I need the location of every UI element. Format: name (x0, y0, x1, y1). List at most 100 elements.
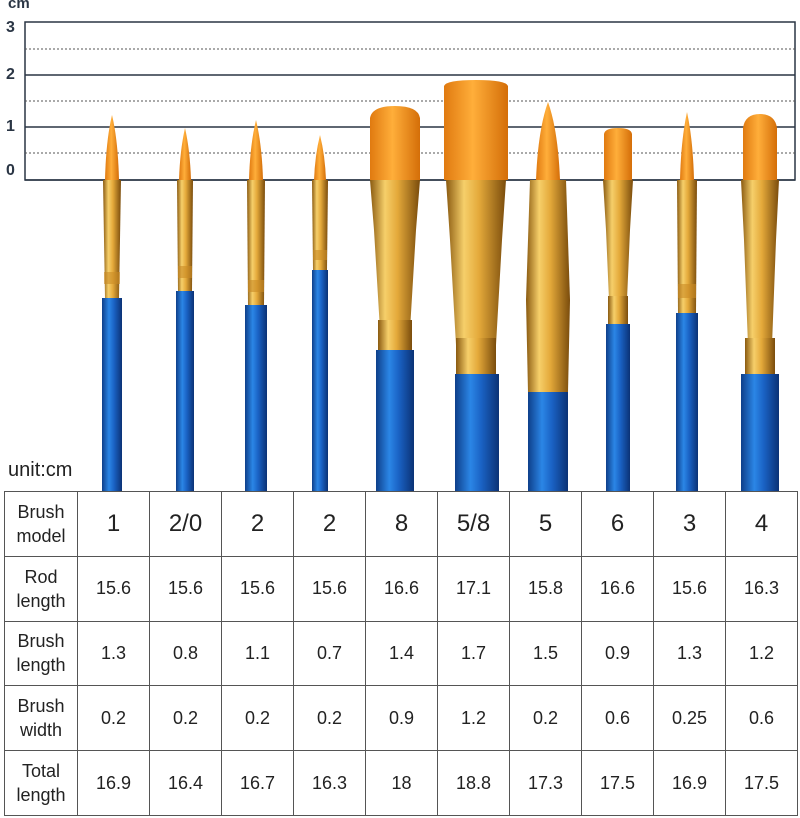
table-cell: 0.9 (365, 685, 438, 752)
table-cell: 0.7 (293, 620, 366, 687)
total-length-row: Total length 16.9 16.4 16.7 16.3 18 18.8 17.3 17… (4, 750, 798, 816)
table-cell: 2/0 (149, 491, 222, 557)
brush-2b-ferrule (312, 180, 328, 270)
table-cell: 16.9 (653, 750, 726, 816)
table-cell: 5 (509, 491, 582, 557)
rod-length-row: Rod length 15.6 15.6 15.6 15.6 16.6 17.1 15.8 16… (4, 555, 798, 622)
ruler-tick-label-1: 1 (6, 118, 15, 135)
table-cell: 0.25 (653, 685, 726, 752)
table-cell: 1.3 (653, 620, 726, 687)
brush-model-2a (245, 120, 267, 492)
unit-note: unit:cm (8, 459, 73, 481)
brush-3-bristle (680, 112, 694, 180)
table-cell: 0.9 (581, 620, 654, 687)
brush-2b-handle (312, 270, 328, 492)
table-cell: 1.7 (437, 620, 510, 687)
brush-4-handle (741, 374, 779, 492)
brush-1-handle (102, 298, 122, 492)
brush-2-0-handle (176, 291, 194, 492)
table-cell: 0.2 (149, 685, 222, 752)
table-cell: 0.8 (149, 620, 222, 687)
table-cell: 16.3 (725, 555, 798, 622)
table-cell: 15.6 (293, 555, 366, 622)
brush-3-crimp (678, 284, 696, 298)
brush-4-ferrule (741, 180, 779, 345)
table-cell: 16.3 (293, 750, 366, 816)
row-header: Rod length (4, 555, 78, 622)
table-cell: 6 (581, 491, 654, 557)
brush-8-ferrule (370, 180, 420, 330)
brush-8-crimp (378, 320, 412, 350)
table-cell: 0.2 (221, 685, 294, 752)
table-cell: 17.5 (581, 750, 654, 816)
brush-5-8-crimp (456, 338, 496, 374)
table-cell: 15.6 (77, 555, 150, 622)
brush-5-ferrule (526, 180, 570, 392)
brush-2a-ferrule (247, 180, 265, 305)
table-cell: 1 (77, 491, 150, 557)
brush-2b-bristle (314, 135, 326, 180)
brush-1-ferrule (103, 180, 121, 298)
brush-6-handle (606, 324, 630, 492)
table-cell: 15.6 (149, 555, 222, 622)
brush-6-bristle (604, 128, 632, 180)
brush-5-8-bristle (444, 80, 508, 180)
table-cell: 0.6 (581, 685, 654, 752)
brush-model-8 (370, 106, 420, 492)
table-cell: 1.2 (725, 620, 798, 687)
brush-6-ferrule (603, 180, 633, 300)
ruler-unit-label: cm (8, 0, 30, 12)
table-cell: 1.2 (437, 685, 510, 752)
table-cell: 17.5 (725, 750, 798, 816)
table-cell: 0.6 (725, 685, 798, 752)
brush-model-row: Brush model 1 2/0 2 2 8 5/8 5 6 3 4 (4, 491, 798, 557)
brush-2a-bristle (249, 120, 263, 180)
brush-model-1 (102, 115, 122, 492)
table-cell: 4 (725, 491, 798, 557)
brush-8-bristle (370, 106, 420, 180)
table-cell: 18 (365, 750, 438, 816)
table-cell: 18.8 (437, 750, 510, 816)
brush-spec-table: Brush model 1 2/0 2 2 8 5/8 5 6 3 4 Rod length 15.6 1… (4, 491, 798, 816)
brush-model-2-0 (176, 128, 194, 492)
brush-1-bristle (105, 115, 119, 180)
brush-2b-crimp (313, 250, 327, 260)
row-header: Brush model (4, 491, 78, 557)
brush-model-4 (741, 114, 779, 492)
table-cell: 17.1 (437, 555, 510, 622)
brush-2a-handle (245, 305, 267, 492)
table-cell: 2 (221, 491, 294, 557)
table-cell: 5/8 (437, 491, 510, 557)
brush-model-6 (603, 128, 633, 492)
ruler-tick-label-3: 3 (6, 19, 15, 36)
brush-width-row: Brush width 0.2 0.2 0.2 0.2 0.9 1.2 0.2 0.6 0.25 0… (4, 685, 798, 752)
brush-model-5-8 (444, 80, 508, 492)
brush-5-handle (528, 392, 568, 492)
table-cell: 17.3 (509, 750, 582, 816)
table-cell: 16.4 (149, 750, 222, 816)
table-cell: 1.5 (509, 620, 582, 687)
table-cell: 15.6 (221, 555, 294, 622)
table-cell: 2 (293, 491, 366, 557)
table-cell: 1.4 (365, 620, 438, 687)
brush-length-row: Brush length 1.3 0.8 1.1 0.7 1.4 1.7 1.5 0.9 1.3 1… (4, 620, 798, 687)
brush-2-0-crimp (178, 266, 192, 278)
brush-3-handle (676, 313, 698, 492)
brush-3-ferrule (677, 180, 697, 313)
brush-model-2b (312, 135, 328, 492)
brush-6-crimp (608, 296, 628, 324)
row-header: Brush length (4, 620, 78, 687)
brush-8-handle (376, 350, 414, 492)
table-cell: 15.6 (653, 555, 726, 622)
brush-5-8-ferrule (446, 180, 506, 345)
table-cell: 8 (365, 491, 438, 557)
table-cell: 0.2 (509, 685, 582, 752)
brush-model-3 (676, 112, 698, 492)
table-cell: 16.6 (365, 555, 438, 622)
brush-2-0-bristle (179, 128, 191, 180)
brush-model-5 (526, 102, 570, 492)
brush-2a-crimp (248, 280, 264, 292)
table-cell: 3 (653, 491, 726, 557)
brush-4-crimp (745, 338, 775, 374)
table-cell: 0.2 (293, 685, 366, 752)
